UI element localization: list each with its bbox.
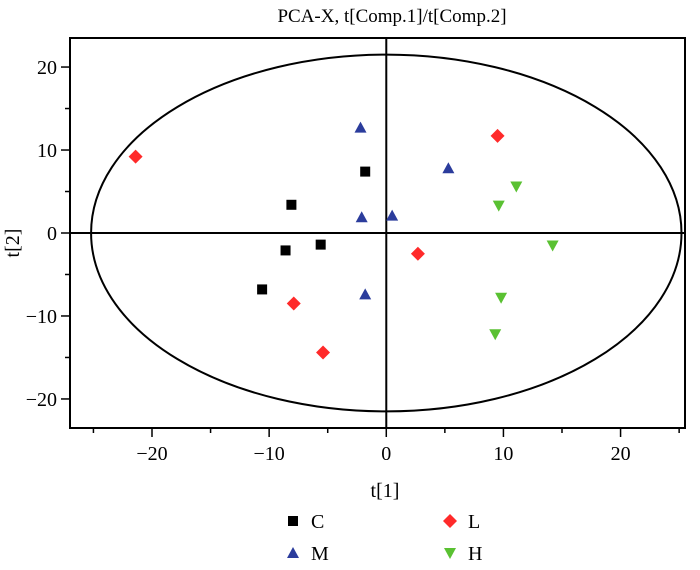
data-point-l [490,128,505,143]
x-tick-label: 0 [381,443,391,465]
chart-title: PCA-X, t[Comp.1]/t[Comp.2] [277,6,506,27]
x-tick-label: 10 [493,443,513,465]
data-point-c [360,166,371,177]
data-point-c [315,239,326,250]
legend-label-l: L [468,511,480,533]
x-tick-label: −20 [136,443,167,465]
data-point-h [492,200,505,212]
legend-marker-h [444,548,456,559]
data-point-m [359,288,372,300]
data-point-l [316,345,331,360]
data-point-h [510,181,523,193]
data-point-m [386,209,399,221]
data-point-h [489,329,502,341]
data-point-l [286,296,301,311]
legend-label-m: M [311,543,329,565]
data-point-c [280,245,291,256]
data-point-c [257,284,268,295]
legend-label-c: C [311,511,324,533]
data-point-h [495,292,508,304]
y-tick-label: 0 [47,223,57,245]
y-tick-label: −20 [26,389,57,411]
data-point-m [355,211,368,223]
legend-marker-m [287,547,299,558]
y-axis-label: t[2] [2,229,24,258]
y-tick-label: −10 [26,306,57,328]
x-tick-label: −10 [254,443,285,465]
y-tick-label: 20 [37,57,57,79]
x-tick-label: 20 [611,443,631,465]
legend: C L M H [287,511,482,565]
legend-marker-c [288,516,298,526]
data-point-l [128,149,143,164]
plot-area: −20 −10 0 10 20 −20 −10 0 10 20 [26,37,686,465]
data-point-l [410,246,425,261]
legend-label-h: H [468,543,482,565]
legend-marker-l [443,514,457,528]
data-point-c [286,199,297,210]
data-point-m [442,162,455,174]
y-tick-label: 10 [37,140,57,162]
data-point-m [354,121,367,133]
x-axis-label: t[1] [371,480,400,502]
data-point-h [546,240,559,252]
